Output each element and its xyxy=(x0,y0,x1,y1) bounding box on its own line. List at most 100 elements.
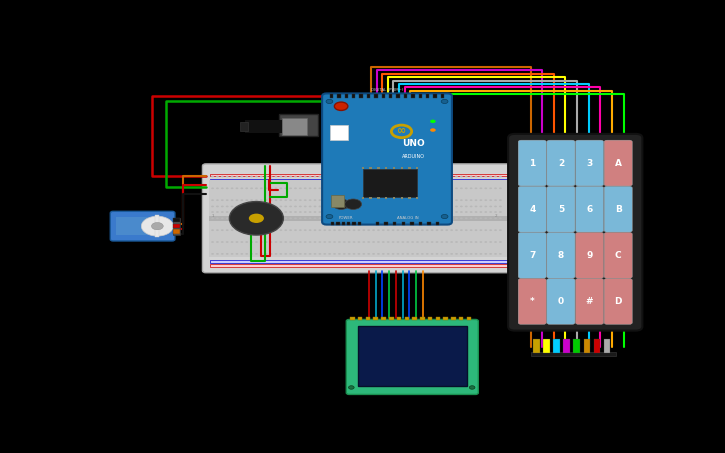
Circle shape xyxy=(372,241,375,243)
Circle shape xyxy=(436,211,439,213)
Circle shape xyxy=(250,217,253,219)
Text: B: B xyxy=(615,205,621,214)
Circle shape xyxy=(450,229,453,231)
Circle shape xyxy=(309,211,312,213)
Bar xyxy=(384,222,388,225)
Circle shape xyxy=(402,199,405,201)
Circle shape xyxy=(455,229,458,231)
Circle shape xyxy=(411,206,414,207)
Bar xyxy=(173,218,180,222)
Circle shape xyxy=(294,188,297,189)
Circle shape xyxy=(445,188,448,189)
Circle shape xyxy=(499,253,502,255)
Circle shape xyxy=(216,188,219,189)
Circle shape xyxy=(387,217,389,219)
Circle shape xyxy=(441,199,443,201)
Circle shape xyxy=(265,206,268,207)
Circle shape xyxy=(450,188,453,189)
Circle shape xyxy=(289,176,292,177)
Bar xyxy=(365,317,370,320)
Circle shape xyxy=(455,206,458,207)
Circle shape xyxy=(275,211,278,213)
Bar xyxy=(426,94,429,97)
Bar xyxy=(279,114,318,136)
Circle shape xyxy=(211,188,214,189)
FancyBboxPatch shape xyxy=(110,211,175,241)
Bar xyxy=(116,217,149,235)
Circle shape xyxy=(431,206,434,207)
Bar xyxy=(362,167,364,169)
Circle shape xyxy=(141,216,173,236)
Circle shape xyxy=(368,217,370,219)
Circle shape xyxy=(289,217,292,219)
Circle shape xyxy=(416,176,419,177)
Circle shape xyxy=(494,229,497,231)
Circle shape xyxy=(499,241,502,243)
Circle shape xyxy=(431,211,434,213)
Circle shape xyxy=(241,217,243,219)
Circle shape xyxy=(411,229,414,231)
Circle shape xyxy=(211,176,214,177)
FancyBboxPatch shape xyxy=(576,279,604,324)
Circle shape xyxy=(318,241,321,243)
Circle shape xyxy=(475,253,478,255)
Circle shape xyxy=(441,253,443,255)
Circle shape xyxy=(436,229,439,231)
Circle shape xyxy=(421,211,423,213)
Circle shape xyxy=(260,241,262,243)
Circle shape xyxy=(368,211,370,213)
Circle shape xyxy=(348,211,351,213)
Circle shape xyxy=(284,241,287,243)
Circle shape xyxy=(245,241,248,243)
Circle shape xyxy=(406,199,409,201)
Bar xyxy=(173,217,180,235)
Circle shape xyxy=(362,241,365,243)
Circle shape xyxy=(397,241,399,243)
Bar xyxy=(408,167,410,169)
Circle shape xyxy=(455,188,458,189)
Circle shape xyxy=(255,241,258,243)
Circle shape xyxy=(494,206,497,207)
Circle shape xyxy=(250,241,253,243)
Bar xyxy=(428,317,432,320)
Circle shape xyxy=(314,176,316,177)
Circle shape xyxy=(352,253,355,255)
Circle shape xyxy=(236,241,239,243)
Circle shape xyxy=(470,253,473,255)
Circle shape xyxy=(372,188,375,189)
Circle shape xyxy=(387,206,389,207)
Circle shape xyxy=(406,206,409,207)
Circle shape xyxy=(387,188,389,189)
Circle shape xyxy=(343,211,346,213)
Circle shape xyxy=(328,211,331,213)
Circle shape xyxy=(357,253,360,255)
Circle shape xyxy=(241,176,243,177)
Bar xyxy=(459,317,463,320)
Circle shape xyxy=(348,229,351,231)
Bar xyxy=(362,169,417,197)
Circle shape xyxy=(402,206,405,207)
Circle shape xyxy=(372,211,375,213)
Circle shape xyxy=(250,211,253,213)
Circle shape xyxy=(211,229,214,231)
Circle shape xyxy=(382,229,385,231)
Bar xyxy=(173,223,180,228)
Circle shape xyxy=(402,253,405,255)
Circle shape xyxy=(377,217,380,219)
Circle shape xyxy=(309,176,312,177)
Text: C: C xyxy=(615,251,621,260)
Circle shape xyxy=(436,206,439,207)
Circle shape xyxy=(479,176,482,177)
Circle shape xyxy=(323,199,326,201)
Circle shape xyxy=(382,253,385,255)
Bar xyxy=(397,94,399,97)
Circle shape xyxy=(455,211,458,213)
Circle shape xyxy=(348,241,351,243)
Text: 2: 2 xyxy=(558,159,564,168)
Circle shape xyxy=(460,199,463,201)
Text: 5: 5 xyxy=(558,205,564,214)
Circle shape xyxy=(255,176,258,177)
Text: 6: 6 xyxy=(587,205,593,214)
Circle shape xyxy=(426,199,428,201)
Circle shape xyxy=(402,229,405,231)
